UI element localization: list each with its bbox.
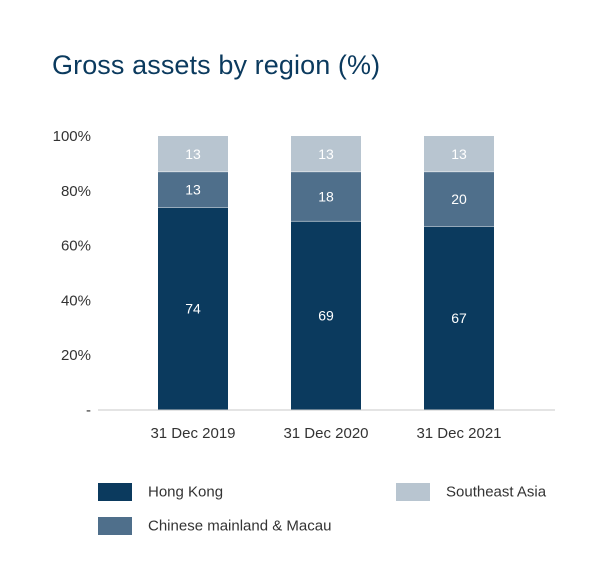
data-label: 13 [185, 181, 201, 197]
y-tick-label: 60% [61, 238, 91, 255]
chart-title: Gross assets by region (%) [52, 50, 381, 80]
legend-label-chinese-mainland-macau: Chinese mainland & Macau [148, 517, 332, 535]
y-tick-label: 20% [61, 347, 91, 364]
y-tick-label: 80% [61, 183, 91, 200]
data-label: 20 [451, 191, 467, 207]
data-label: 67 [451, 310, 467, 326]
legend-swatch-southeast-asia [396, 483, 430, 502]
bar-segment-southeast-asia [291, 136, 361, 172]
bar-segment-chinese-mainland-macau [424, 171, 494, 227]
legend-label-southeast-asia: Southeast Asia [446, 483, 547, 501]
data-label: 13 [185, 146, 201, 162]
x-tick-label: 31 Dec 2019 [150, 425, 235, 442]
data-label: 18 [318, 188, 334, 204]
data-label: 13 [318, 146, 334, 162]
y-tick-label: 40% [61, 292, 91, 309]
legend-item-southeast-asia: Southeast Asia [396, 483, 547, 502]
data-label: 74 [185, 301, 201, 317]
x-axis-ticks: 31 Dec 2019 31 Dec 2020 31 Dec 2021 [150, 425, 501, 442]
bar-segment-hong-kong [424, 226, 494, 410]
y-axis-ticks: - 20% 40% 60% 80% 100% [53, 128, 91, 419]
bar-segment-hong-kong [291, 220, 361, 410]
bar-segment-chinese-mainland-macau [158, 171, 228, 208]
legend-item-chinese-mainland-macau: Chinese mainland & Macau [98, 517, 332, 536]
data-label: 13 [451, 146, 467, 162]
y-tick-label: 100% [53, 128, 91, 145]
legend-swatch-hong-kong [98, 483, 132, 502]
bar-segment-hong-kong [158, 207, 228, 410]
legend-item-hong-kong: Hong Kong [98, 483, 224, 502]
bar-segment-chinese-mainland-macau [291, 171, 361, 221]
bar-segment-southeast-asia [424, 136, 494, 172]
y-tick-label: - [86, 402, 91, 419]
x-tick-label: 31 Dec 2021 [416, 425, 501, 442]
data-label: 69 [318, 307, 334, 323]
legend-label-hong-kong: Hong Kong [148, 483, 224, 501]
bar-segment-southeast-asia [158, 136, 228, 172]
legend-swatch-chinese-mainland-macau [98, 517, 132, 536]
bar-group: 74 13 13 69 18 13 67 20 13 [158, 136, 494, 410]
x-tick-label: 31 Dec 2020 [283, 425, 368, 442]
